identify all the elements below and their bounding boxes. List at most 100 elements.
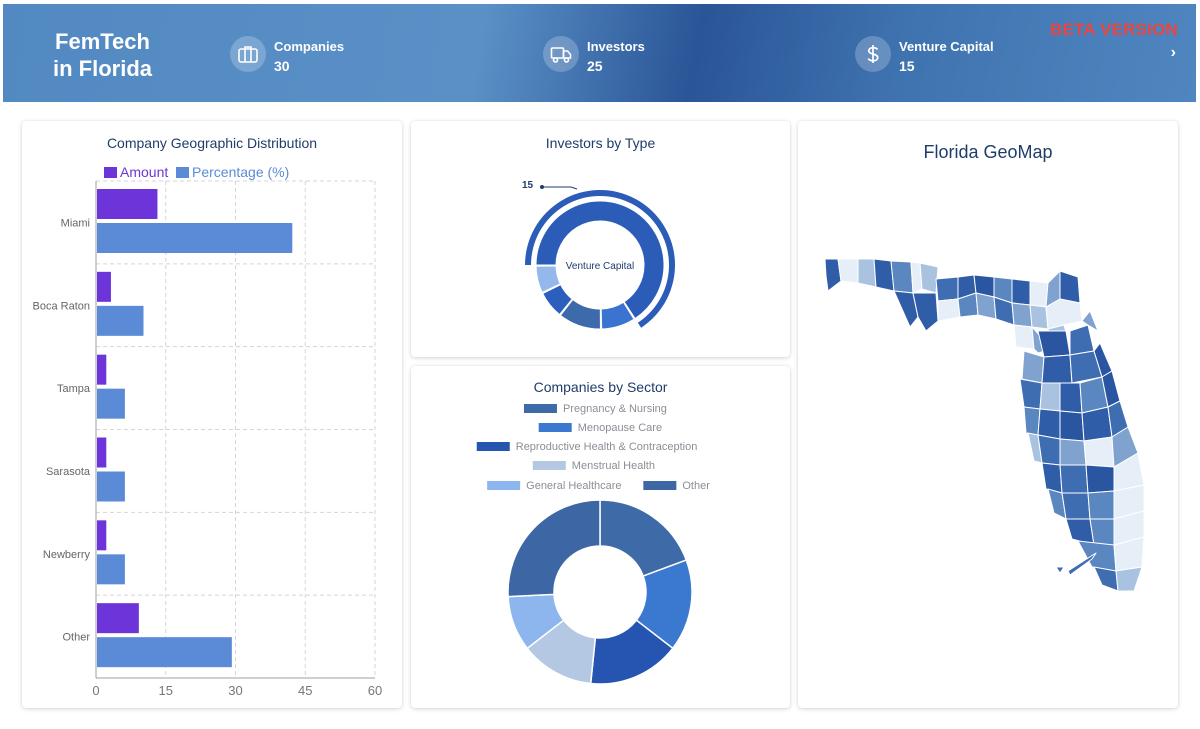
bar-percentage[interactable] <box>97 223 293 253</box>
bar-percentage[interactable] <box>97 471 125 502</box>
legend-swatch[interactable] <box>176 167 189 178</box>
investors-donut-chart: 15 Venture Capital <box>522 180 675 330</box>
map-county[interactable] <box>1069 324 1095 356</box>
map-county[interactable] <box>1085 464 1115 494</box>
map-county[interactable] <box>1029 304 1049 330</box>
map-county[interactable] <box>1059 464 1089 494</box>
legend-swatch[interactable] <box>476 442 510 451</box>
florida-map[interactable] <box>798 121 1178 708</box>
map-county[interactable] <box>857 258 877 288</box>
map-county[interactable] <box>1011 302 1033 328</box>
map-card: Florida GeoMap <box>798 121 1178 708</box>
y-tick-label: Sarasota <box>46 466 91 478</box>
beta-badge: BETA VERSION <box>1049 20 1178 39</box>
map-county[interactable] <box>1077 540 1117 572</box>
y-tick-label: Miami <box>61 217 90 229</box>
map-county[interactable] <box>919 262 939 294</box>
bar-percentage[interactable] <box>97 305 144 336</box>
x-tick-label: 60 <box>368 683 382 698</box>
map-county[interactable] <box>1041 354 1073 384</box>
map-county[interactable] <box>893 290 919 328</box>
investors-card: Investors by Type 15 Venture Capital <box>411 121 790 357</box>
map-county[interactable] <box>1037 330 1071 358</box>
stat-label: Venture Capital <box>899 39 994 54</box>
map-county[interactable] <box>1037 408 1061 440</box>
map-county[interactable] <box>1011 278 1031 306</box>
map-county[interactable] <box>912 292 939 332</box>
map-county[interactable] <box>1059 382 1083 414</box>
legend-label[interactable]: Percentage (%) <box>192 164 289 180</box>
geo-bar-chart: Amount Percentage (%) 0 15 30 45 60 Miami Boca R… <box>33 164 383 698</box>
dollar-icon <box>855 36 891 72</box>
map-county[interactable] <box>1081 406 1113 442</box>
map-county[interactable] <box>1019 378 1043 410</box>
donut-center-label: Venture Capital <box>566 261 634 272</box>
bar-amount[interactable] <box>97 271 111 302</box>
bar-amount[interactable] <box>97 520 107 551</box>
legend-label[interactable]: Pregnancy & Nursing <box>563 403 667 415</box>
map-county[interactable] <box>1059 270 1081 304</box>
x-tick-label: 0 <box>92 683 99 698</box>
map-county[interactable] <box>837 258 859 284</box>
map-county[interactable] <box>1039 382 1061 412</box>
map-county[interactable] <box>1067 552 1097 576</box>
map-county[interactable] <box>1023 406 1041 436</box>
map-county[interactable] <box>975 292 997 320</box>
legend-swatch[interactable] <box>643 481 677 490</box>
stat-label: Companies <box>274 39 345 54</box>
map-county[interactable] <box>1029 280 1049 308</box>
map-county[interactable] <box>890 260 914 294</box>
y-tick-label: Tampa <box>57 383 91 395</box>
legend-label[interactable]: Menopause Care <box>578 422 662 434</box>
map-county[interactable] <box>1081 310 1099 332</box>
map-county[interactable] <box>1089 518 1115 546</box>
map-county[interactable] <box>1093 566 1119 592</box>
donut-slice[interactable] <box>535 200 665 320</box>
bar-amount[interactable] <box>97 189 158 219</box>
map-county[interactable] <box>1037 434 1061 466</box>
bar-amount[interactable] <box>97 354 107 385</box>
legend-label[interactable]: Amount <box>120 164 168 180</box>
map-county[interactable] <box>935 276 959 302</box>
bar-percentage[interactable] <box>97 554 125 585</box>
bar-percentage[interactable] <box>97 388 125 419</box>
map-county[interactable] <box>1013 324 1035 350</box>
donut-slice[interactable] <box>507 499 601 598</box>
map-county[interactable] <box>1059 438 1087 466</box>
stat-value: 30 <box>274 58 290 74</box>
legend-swatch[interactable] <box>104 167 117 178</box>
map-county[interactable] <box>1087 490 1115 520</box>
donut-slice[interactable] <box>559 298 601 330</box>
map-county[interactable] <box>1055 566 1065 574</box>
map-county[interactable] <box>1061 492 1091 520</box>
briefcase-icon <box>230 36 266 72</box>
legend-label[interactable]: Menstrual Health <box>572 460 655 472</box>
donut-slice[interactable] <box>542 283 573 316</box>
bar-amount[interactable] <box>97 437 107 468</box>
map-county[interactable] <box>1083 436 1115 468</box>
callout-value: 15 <box>522 180 534 191</box>
map-county[interactable] <box>1115 566 1143 592</box>
map-county[interactable] <box>937 298 961 322</box>
legend-swatch[interactable] <box>538 423 572 432</box>
legend-label[interactable]: Reproductive Health & Contraception <box>516 441 698 453</box>
donut-slice[interactable] <box>600 301 635 330</box>
header-bar: FemTech in Florida Companies 30 Investor… <box>3 4 1196 102</box>
map-county[interactable] <box>1041 462 1063 494</box>
map-county[interactable] <box>1059 410 1085 442</box>
x-tick-label: 45 <box>298 683 312 698</box>
brand-title: FemTech in Florida <box>53 29 152 81</box>
legend-label[interactable]: Other <box>682 480 710 492</box>
legend-swatch[interactable] <box>487 481 521 490</box>
map-county[interactable] <box>824 258 842 292</box>
callout-line <box>542 186 578 190</box>
donut-slice[interactable] <box>535 265 561 294</box>
legend-swatch[interactable] <box>532 461 566 470</box>
legend-swatch[interactable] <box>523 404 557 413</box>
bar-percentage[interactable] <box>97 637 232 668</box>
legend-label[interactable]: General Healthcare <box>526 480 621 492</box>
bar-amount[interactable] <box>97 603 139 634</box>
stat-value: 25 <box>587 58 603 74</box>
chevron-right-icon[interactable]: › <box>1170 44 1176 61</box>
map-county[interactable] <box>1021 350 1045 384</box>
